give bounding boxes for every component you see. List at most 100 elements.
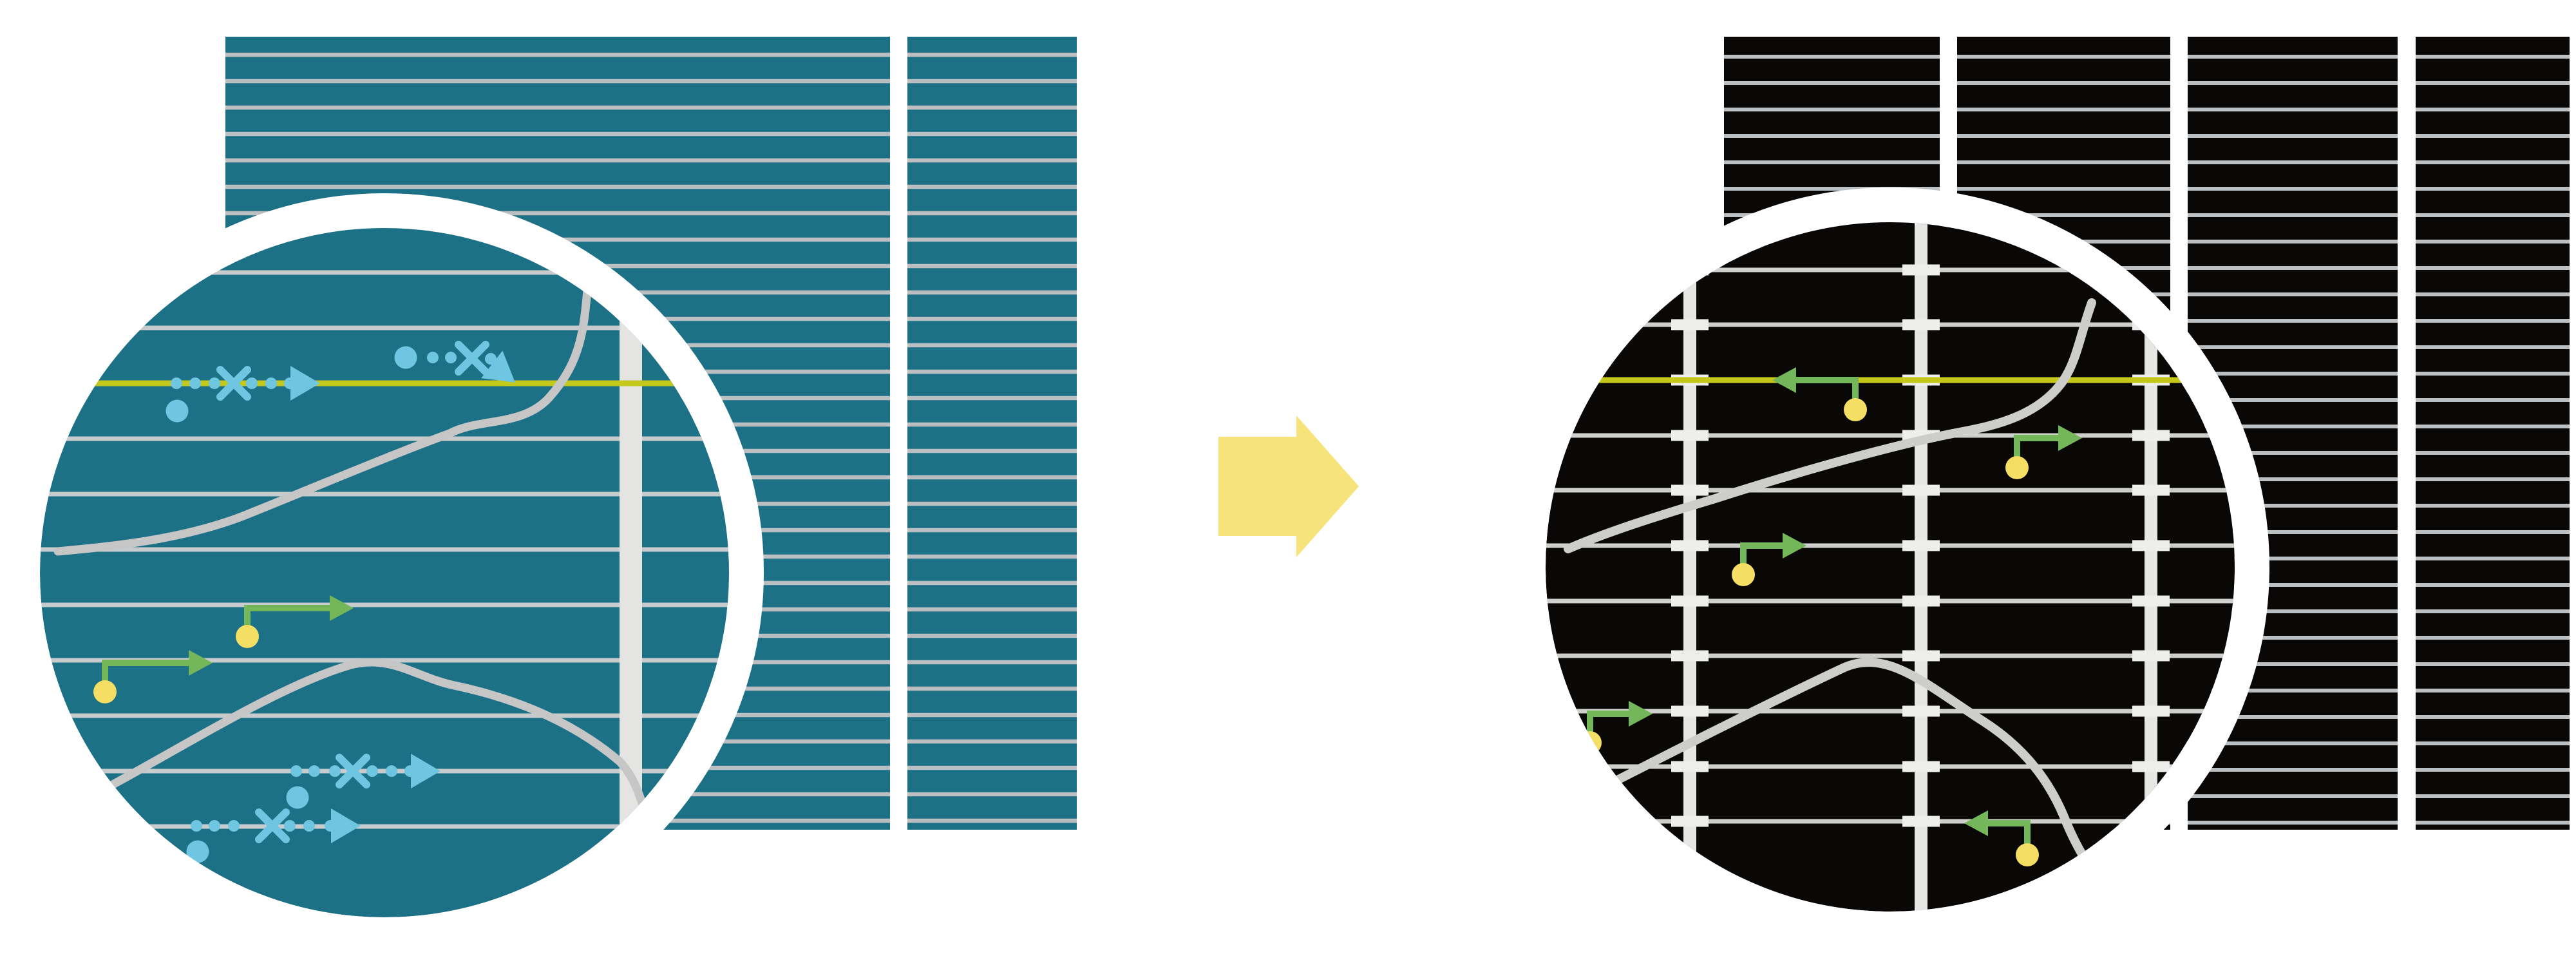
finger-line (2416, 662, 2570, 666)
finger-line (907, 237, 1077, 242)
solder-pad (2132, 705, 2170, 717)
electron-trail (186, 808, 361, 863)
electron-path-dot (189, 377, 201, 389)
solder-pad (2132, 430, 2170, 441)
electron-arrow-icon (411, 754, 440, 788)
finger-line (1957, 187, 2170, 191)
solder-pad (1902, 650, 1940, 662)
finger-line (907, 211, 1077, 216)
electron-trail (166, 366, 320, 423)
electron-path-dot (366, 765, 378, 777)
magnified-finger-line (1546, 653, 2235, 658)
magnified-finger-line (40, 492, 729, 497)
finger-line (907, 396, 1077, 401)
finger-line (2188, 583, 2398, 587)
finger-line (2188, 451, 2398, 455)
electron-path-dot (329, 765, 341, 777)
finger-line (2188, 319, 2398, 323)
solder-pad (1671, 540, 1709, 551)
hole-arrow-icon (189, 650, 213, 676)
hole-marker (93, 680, 117, 703)
finger-line (2188, 55, 2398, 59)
finger-line (1957, 108, 2170, 111)
magnified-finger-line (40, 602, 729, 607)
solder-pad (2132, 484, 2170, 496)
right-magnifier (1511, 187, 2269, 946)
magnified-finger-line (1546, 488, 2235, 493)
finger-line (2416, 160, 2570, 164)
finger-line (2188, 81, 2398, 85)
hole-arrow-icon (1772, 367, 1796, 393)
finger-line (2188, 557, 2398, 560)
finger-line (1724, 81, 1940, 85)
finger-line (2416, 477, 2570, 481)
solder-pad (1902, 540, 1940, 551)
solder-pad (1902, 484, 1940, 496)
finger-line (907, 343, 1077, 348)
recombination-x-icon (216, 366, 251, 401)
hole-arrow-icon (2058, 425, 2082, 451)
hole-marker-group (1732, 533, 1806, 586)
right-magnifier-finger-grid (1546, 267, 2235, 824)
finger-line (2188, 689, 2398, 692)
finger-line (907, 792, 1077, 797)
finger-line (2416, 794, 2570, 798)
electron-path-dot (386, 765, 397, 777)
finger-line (907, 607, 1077, 612)
finger-line (2416, 292, 2570, 296)
finger-line (1724, 55, 1940, 59)
grain-boundary-curve (1564, 298, 2096, 553)
finger-line (1957, 160, 2170, 164)
magnifier-ring (5, 193, 764, 952)
finger-line (2416, 266, 2570, 270)
finger-line (907, 184, 1077, 189)
finger-line (2416, 345, 2570, 349)
electron-path-dot (485, 353, 497, 365)
finger-line (1957, 134, 2170, 138)
electron-path-dot (290, 765, 302, 777)
finger-line (1957, 55, 2170, 59)
finger-line (907, 528, 1077, 533)
electron-path-dot (308, 765, 320, 777)
electron-path-dot (246, 377, 258, 389)
finger-line (1957, 213, 2170, 217)
electron-path-dot (228, 820, 240, 832)
finger-line (907, 660, 1077, 665)
grain-boundary-curve (108, 658, 673, 912)
finger-line (225, 105, 890, 110)
finger-line (907, 686, 1077, 691)
finger-line (907, 158, 1077, 163)
hole-arrow-icon (1783, 533, 1806, 559)
electron-arrow-icon (481, 350, 515, 383)
electron-arrow-icon (331, 808, 361, 843)
finger-line (2416, 372, 2570, 376)
electron-marker (166, 399, 189, 423)
electron-path-dot (445, 352, 457, 363)
finger-line (2188, 266, 2398, 270)
finger-line (225, 52, 890, 57)
finger-line (2416, 689, 2570, 692)
finger-line (2416, 583, 2570, 587)
electron-path-dot (303, 820, 315, 832)
finger-line (1724, 134, 1940, 138)
hole-marker (2005, 456, 2029, 479)
magnified-finger-line (40, 436, 729, 441)
finger-line (907, 79, 1077, 84)
magnified-finger-line (1546, 433, 2235, 438)
finger-line (907, 448, 1077, 454)
magnified-finger-line (1546, 267, 2235, 272)
magnified-finger-line (40, 713, 729, 718)
electron-path-dot (209, 820, 220, 832)
solder-pad (1902, 705, 1940, 717)
solder-pad (1671, 816, 1709, 827)
finger-line (2416, 134, 2570, 138)
hole-marker (1732, 563, 1755, 586)
magnified-finger-line (1546, 322, 2235, 327)
recombination-x-icon (336, 754, 370, 788)
finger-line (2188, 134, 2398, 138)
finger-line (907, 554, 1077, 559)
hole-arrow-icon (1629, 701, 1653, 727)
finger-line (907, 712, 1077, 718)
